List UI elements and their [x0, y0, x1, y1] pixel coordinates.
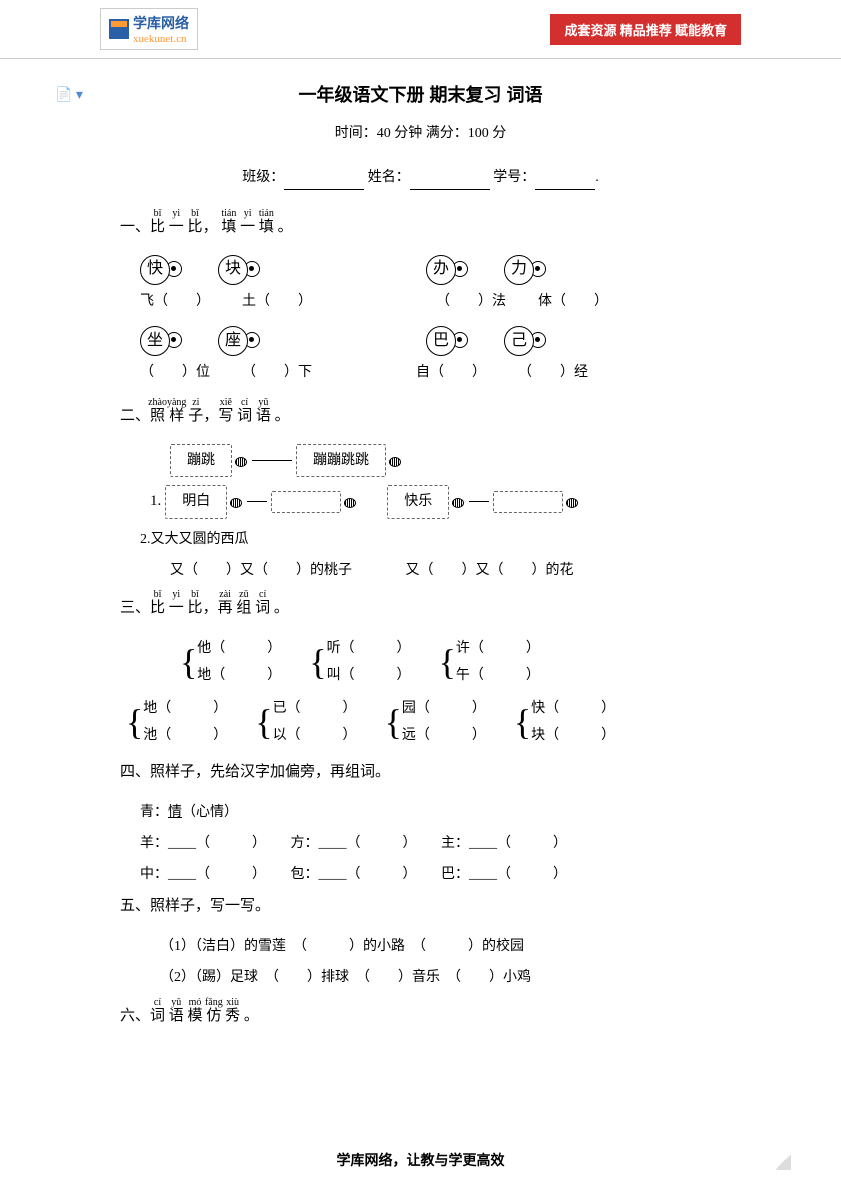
header-bar: 学库网络 xuekunet.cn 成套资源 精品推荐 赋能教育 — [0, 0, 841, 59]
brace-row-1: {他（ ）地（ ） {听（ ）叫（ ） {许（ ）午（ ） — [180, 636, 721, 688]
logo: 学库网络 xuekunet.cn — [100, 8, 198, 50]
q2-1: 1. 明白 快乐 — [150, 485, 721, 518]
section-3: 三、比bǐ 一yi 比bǐ，再zài 组zǔ 词cí 。 — [120, 589, 721, 622]
sec4-row2: 中：____（ ） 包：____（ ） 巴：____（ ） — [140, 862, 721, 887]
sec3-heading: 三、 — [120, 600, 150, 616]
q2-2: 2.又大又圆的西瓜 — [140, 527, 721, 552]
name-blank[interactable] — [410, 174, 490, 190]
section-2: 二、照zhào 样yàng 子zi，写xiě 词cí 语yǔ 。 — [120, 397, 721, 430]
section-5: 五、照样子，写一写。 — [120, 893, 721, 920]
logo-cn: 学库网络 — [133, 17, 189, 32]
example-row: 蹦跳 蹦蹦跳跳 — [170, 444, 721, 477]
logo-icon — [109, 19, 129, 39]
section-4: 四、照样子，先给汉字加偏旁，再组词。 — [120, 759, 721, 786]
footer: 学库网络，让教与学更高效 — [0, 1150, 841, 1170]
subtitle: 时间：40 分钟 满分：100 分 — [120, 121, 721, 146]
id-label: 学号： — [493, 170, 535, 185]
fill-row-2: （ ）位 （ ）下 自（ ） （ ）经 — [140, 360, 721, 385]
doc-icon: 📄 ▾ — [55, 87, 83, 104]
snail-row-1: 快 块 办 力 — [140, 255, 721, 285]
logo-text: 学库网络 xuekunet.cn — [133, 13, 189, 45]
sec5-line2[interactable]: （2）（踢）足球 （ ）排球 （ ）音乐 （ ）小鸡 — [160, 965, 721, 990]
logo-en: xuekunet.cn — [133, 33, 189, 45]
fill-row-1: 飞（ ） 土（ ） （ ）法 体（ ） — [140, 289, 721, 314]
name-label: 姓名： — [368, 170, 410, 185]
id-blank[interactable] — [535, 174, 595, 190]
sec4-row1: 羊：____（ ） 方：____（ ） 主：____（ ） — [140, 831, 721, 856]
class-label: 班级： — [242, 170, 284, 185]
sec5-line1[interactable]: （1）（洁白）的雪莲 （ ）的小路 （ ）的校园 — [160, 934, 721, 959]
section-1: 一、比bǐ 一yi 比bǐ， 填tián 一yi 填tián 。 — [120, 208, 721, 241]
q2-2-fill: 又（ ）又（ ）的桃子 又（ ）又（ ）的花 — [170, 558, 721, 583]
content: 一年级语文下册 期末复习 词语 时间：40 分钟 满分：100 分 班级： 姓名… — [0, 59, 841, 1030]
class-blank[interactable] — [284, 174, 364, 190]
sec1-heading: 一、 — [120, 219, 150, 235]
sec2-heading: 二、 — [120, 408, 150, 424]
info-line: 班级： 姓名： 学号：. — [120, 165, 721, 190]
page-title: 一年级语文下册 期末复习 词语 — [120, 79, 721, 111]
brace-row-2: {地（ ）池（ ） {已（ ）以（ ） {园（ ）远（ ） {快（ ）块（ ） — [126, 696, 721, 748]
sec6-heading: 六、 — [120, 1008, 150, 1024]
sec4-example: 青：情（心情） — [140, 800, 721, 825]
snail-row-2: 坐 座 巴 己 — [140, 326, 721, 356]
page-corner-icon — [775, 1154, 791, 1170]
section-6: 六、词cí 语yǔ 模mó 仿fǎng 秀xiù 。 — [120, 997, 721, 1030]
banner: 成套资源 精品推荐 赋能教育 — [550, 14, 741, 45]
